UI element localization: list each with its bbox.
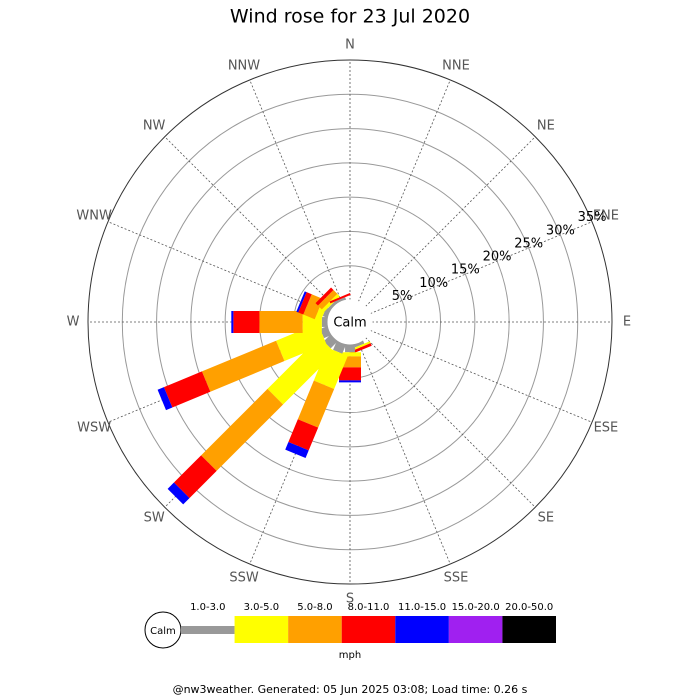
- direction-label: SSW: [229, 570, 259, 585]
- direction-label: NE: [537, 119, 555, 134]
- chart-title: Wind rose for 23 Jul 2020: [230, 6, 470, 28]
- bar-segment: [339, 380, 361, 383]
- bar-segment: [345, 344, 355, 353]
- legend-swatch: [395, 616, 449, 643]
- legend-label: 3.0-5.0: [244, 602, 279, 613]
- bar-segment: [350, 343, 372, 355]
- direction-label: SW: [144, 510, 165, 525]
- bar-segment: [321, 317, 328, 327]
- bar-segment: [298, 292, 312, 315]
- bar-segment: [231, 311, 234, 333]
- legend-label: 11.0-15.0: [398, 602, 446, 613]
- legend-swatch: [502, 616, 556, 643]
- legend-calm-label: Calm: [150, 626, 176, 637]
- calm-label: Calm: [333, 316, 366, 331]
- direction-label: NNW: [228, 59, 260, 74]
- direction-label: S: [346, 592, 354, 607]
- radial: [107, 221, 330, 314]
- legend-swatch: [181, 626, 235, 634]
- direction-label: WSW: [77, 421, 111, 436]
- legend-swatch: [234, 616, 289, 643]
- ring-label: 20%: [483, 250, 512, 265]
- bar-segment: [288, 419, 319, 451]
- calm-circle: [327, 299, 373, 345]
- bar-segment: [173, 455, 217, 499]
- legend-swatch: [448, 616, 503, 643]
- legend-label: 15.0-20.0: [452, 602, 500, 613]
- legend-label: 1.0-3.0: [190, 602, 225, 613]
- bar-segment: [333, 340, 347, 354]
- radial: [358, 79, 451, 302]
- bar-segment: [163, 371, 211, 408]
- ring: [156, 128, 544, 516]
- bar-segment: [353, 340, 365, 348]
- ring-label: 15%: [451, 263, 480, 278]
- bar-segment: [296, 291, 307, 313]
- direction-label: SSE: [444, 570, 469, 585]
- radial: [365, 337, 536, 508]
- radial: [164, 136, 335, 307]
- bar-segment: [233, 311, 260, 333]
- footer: @nw3weather. Generated: 05 Jun 2025 03:0…: [173, 683, 528, 696]
- bar-segment: [328, 300, 338, 310]
- radial: [358, 342, 451, 565]
- bar-segment: [285, 442, 309, 459]
- radial: [370, 221, 593, 314]
- bar-segment: [313, 347, 348, 389]
- direction-label: W: [67, 315, 80, 330]
- bar-segment: [329, 293, 351, 304]
- bar-segment: [339, 367, 361, 381]
- direction-label: NNE: [442, 59, 470, 74]
- unit-label: mph: [339, 650, 361, 661]
- bar-segment: [322, 306, 332, 319]
- bar-segment: [335, 297, 347, 304]
- direction-label: E: [623, 315, 631, 330]
- ring-label: 30%: [546, 223, 575, 238]
- radial: [249, 79, 342, 302]
- ring-label: 5%: [392, 289, 413, 304]
- bar-segment: [259, 311, 303, 333]
- bar-segment: [201, 340, 285, 392]
- ring-label: 25%: [514, 236, 543, 251]
- direction-label: WNW: [76, 208, 112, 223]
- direction-label: NW: [143, 119, 166, 134]
- bar-segment: [267, 337, 335, 405]
- direction-label: SE: [538, 510, 554, 525]
- ring: [87, 59, 613, 585]
- radial: [370, 330, 593, 423]
- legend-swatch: [341, 616, 396, 643]
- direction-label: ESE: [594, 421, 619, 436]
- direction-label: ENE: [593, 208, 619, 223]
- direction-label: N: [345, 38, 355, 53]
- bar-segment: [167, 482, 190, 505]
- radial: [365, 136, 536, 307]
- legend-swatch: [288, 616, 342, 643]
- legend-label: 20.0-50.0: [505, 602, 553, 613]
- bar-segment: [157, 387, 173, 411]
- bar-segment: [317, 289, 338, 310]
- bar-segment: [201, 388, 284, 471]
- legend-label: 5.0-8.0: [297, 602, 332, 613]
- ring-label: 10%: [419, 276, 448, 291]
- ring: [224, 196, 476, 448]
- bar-segment: [297, 380, 335, 428]
- bar-segment: [315, 287, 334, 306]
- ring-label: 35%: [578, 210, 607, 225]
- legend-label: 8.0-11.0: [348, 602, 390, 613]
